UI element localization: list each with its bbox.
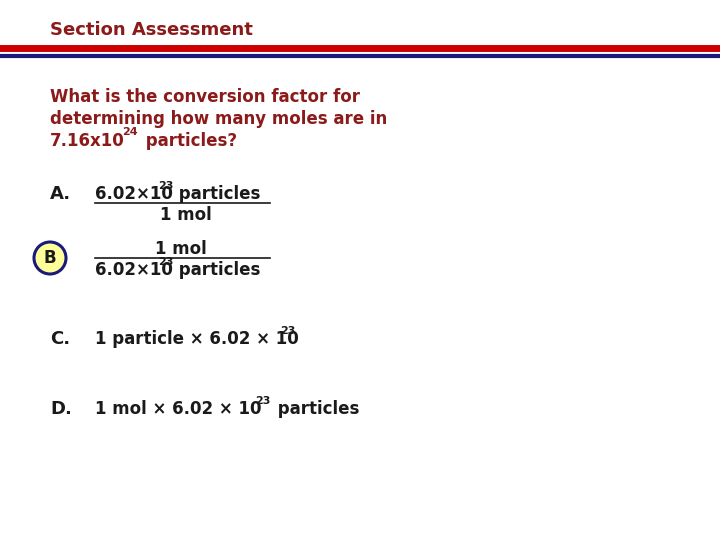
Text: particles: particles: [272, 400, 359, 418]
Text: What is the conversion factor for: What is the conversion factor for: [50, 88, 360, 106]
Text: 23: 23: [158, 181, 174, 191]
Text: particles?: particles?: [140, 132, 237, 150]
Text: 23: 23: [158, 257, 174, 267]
Text: 1 particle × 6.02 × 10: 1 particle × 6.02 × 10: [95, 330, 299, 348]
Text: 24: 24: [122, 127, 138, 137]
Text: 6.02×10: 6.02×10: [95, 185, 173, 203]
Text: 1 mol: 1 mol: [160, 206, 212, 224]
Text: determining how many moles are in: determining how many moles are in: [50, 110, 387, 128]
Text: 6.02×10: 6.02×10: [95, 261, 173, 279]
Text: particles: particles: [173, 185, 261, 203]
Circle shape: [34, 242, 66, 274]
Text: A.: A.: [50, 185, 71, 203]
Text: 7.16x10: 7.16x10: [50, 132, 125, 150]
Text: particles: particles: [173, 261, 261, 279]
Text: 23: 23: [280, 326, 295, 336]
Text: C.: C.: [50, 330, 70, 348]
Text: B: B: [44, 249, 56, 267]
Text: 1 mol: 1 mol: [155, 240, 207, 258]
Text: D.: D.: [50, 400, 72, 418]
Text: Section Assessment: Section Assessment: [50, 21, 253, 39]
Text: 23: 23: [255, 396, 271, 406]
Text: 1 mol × 6.02 × 10: 1 mol × 6.02 × 10: [95, 400, 261, 418]
